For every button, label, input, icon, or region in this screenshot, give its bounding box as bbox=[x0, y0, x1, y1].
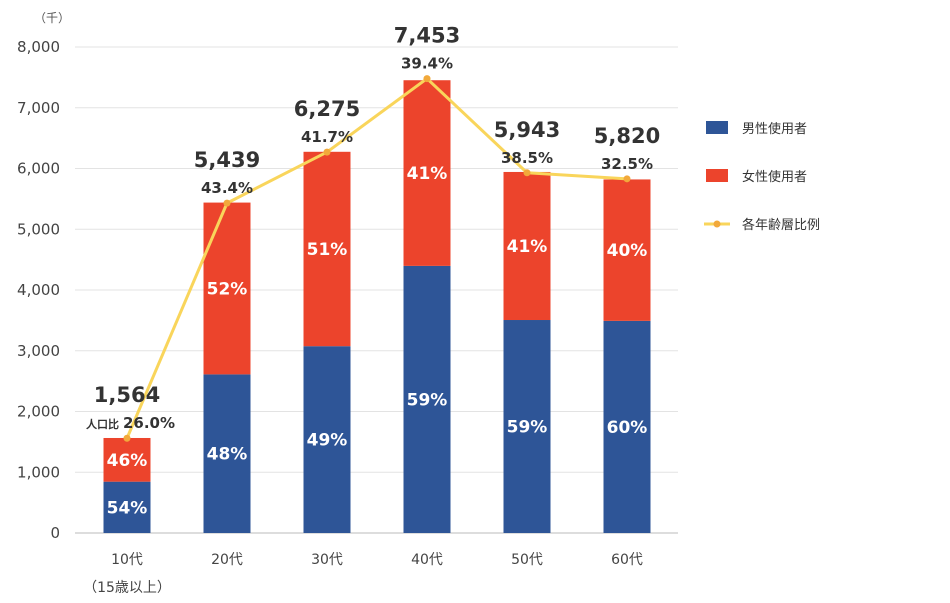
y-tick-label: 4,000 bbox=[17, 281, 60, 299]
ratio-marker bbox=[523, 169, 531, 177]
female-pct-label: 46% bbox=[107, 451, 148, 471]
male-pct-label: 59% bbox=[407, 390, 448, 410]
legend-swatch-female bbox=[706, 169, 728, 182]
ratio-label: 41.7% bbox=[301, 128, 353, 146]
ratio-label: 43.4% bbox=[201, 179, 253, 197]
bar-male bbox=[503, 320, 551, 533]
ratio-marker bbox=[323, 148, 331, 156]
y-tick-label: 6,000 bbox=[17, 160, 60, 178]
bar-male bbox=[303, 346, 351, 533]
bar-female bbox=[103, 437, 151, 482]
bar-female bbox=[603, 179, 651, 321]
ratio-label: 26.0% bbox=[123, 414, 175, 432]
bar-female bbox=[203, 202, 251, 375]
y-tick-label: 3,000 bbox=[17, 342, 60, 360]
x-category-label: 50代 bbox=[511, 552, 543, 568]
bar-male bbox=[203, 374, 251, 533]
female-pct-label: 52% bbox=[207, 279, 248, 299]
ratio-marker bbox=[423, 75, 431, 83]
total-label: 5,943 bbox=[494, 118, 560, 142]
ratio-marker bbox=[623, 175, 631, 183]
male-pct-label: 60% bbox=[607, 418, 648, 438]
bar-male bbox=[403, 265, 451, 533]
y-tick-label: 2,000 bbox=[17, 403, 60, 421]
x-category-label: 20代 bbox=[211, 552, 243, 568]
legend-line-marker bbox=[713, 220, 721, 228]
legend-swatch-male bbox=[706, 121, 728, 134]
y-tick-label: 5,000 bbox=[17, 220, 60, 238]
total-label: 5,439 bbox=[194, 148, 260, 172]
x-category-label: 10代 bbox=[111, 552, 143, 568]
total-label: 5,820 bbox=[594, 124, 660, 148]
ratio-label: 39.4% bbox=[401, 55, 453, 73]
total-label: 7,453 bbox=[394, 24, 460, 48]
ratio-label: 38.5% bbox=[501, 149, 553, 167]
ratio-label: 32.5% bbox=[601, 155, 653, 173]
ratio-line-path bbox=[125, 77, 628, 439]
total-label: 6,275 bbox=[294, 97, 360, 121]
y-tick-label: 8,000 bbox=[17, 38, 60, 56]
female-pct-label: 41% bbox=[407, 164, 448, 184]
legend-label-male: 男性使用者 bbox=[742, 121, 807, 137]
bar-female bbox=[303, 151, 351, 347]
y-tick-label: 1,000 bbox=[17, 463, 60, 481]
y-tick-label: 7,000 bbox=[17, 99, 60, 117]
bars: 54% 46% 48% 52% 49% 51% 59% 41% 59% 41% 60% 40% bbox=[103, 80, 651, 533]
x-category-label: 60代 bbox=[611, 552, 643, 568]
legend-label-line: 各年齢層比例 bbox=[742, 217, 820, 233]
male-pct-label: 48% bbox=[207, 445, 248, 465]
bar-female bbox=[503, 171, 551, 321]
male-pct-label: 54% bbox=[107, 498, 148, 518]
bar-female bbox=[403, 80, 451, 266]
bar-male bbox=[603, 320, 651, 533]
ratio-marker bbox=[123, 434, 131, 442]
ratio-marker bbox=[223, 199, 231, 207]
x-category-label: 30代 bbox=[311, 552, 343, 568]
ratio-prefix-label: 人口比 bbox=[86, 417, 119, 431]
total-label: 1,564 bbox=[94, 383, 160, 407]
ratio-line: 26.0% 人口比 1,564 43.4% 5,439 41.7% 6,275 39.4% 7,… bbox=[86, 24, 660, 442]
female-pct-label: 51% bbox=[307, 240, 348, 260]
unit-label: （千） bbox=[34, 11, 70, 25]
female-pct-label: 40% bbox=[607, 241, 648, 261]
legend-label-female: 女性使用者 bbox=[742, 169, 807, 185]
category-note: （15歳以上） bbox=[83, 580, 171, 596]
x-category-label: 40代 bbox=[411, 552, 443, 568]
female-pct-label: 41% bbox=[507, 237, 548, 257]
male-pct-label: 59% bbox=[507, 418, 548, 438]
y-axis: 0 1,000 2,000 3,000 4,000 5,000 6,000 7,000 8,00… bbox=[17, 38, 60, 542]
x-axis: 10代 20代 30代 40代 50代 60代 bbox=[111, 552, 643, 568]
male-pct-label: 49% bbox=[307, 431, 348, 451]
gridlines bbox=[75, 46, 678, 534]
y-tick-label: 0 bbox=[50, 524, 60, 542]
bar-male bbox=[103, 481, 151, 533]
